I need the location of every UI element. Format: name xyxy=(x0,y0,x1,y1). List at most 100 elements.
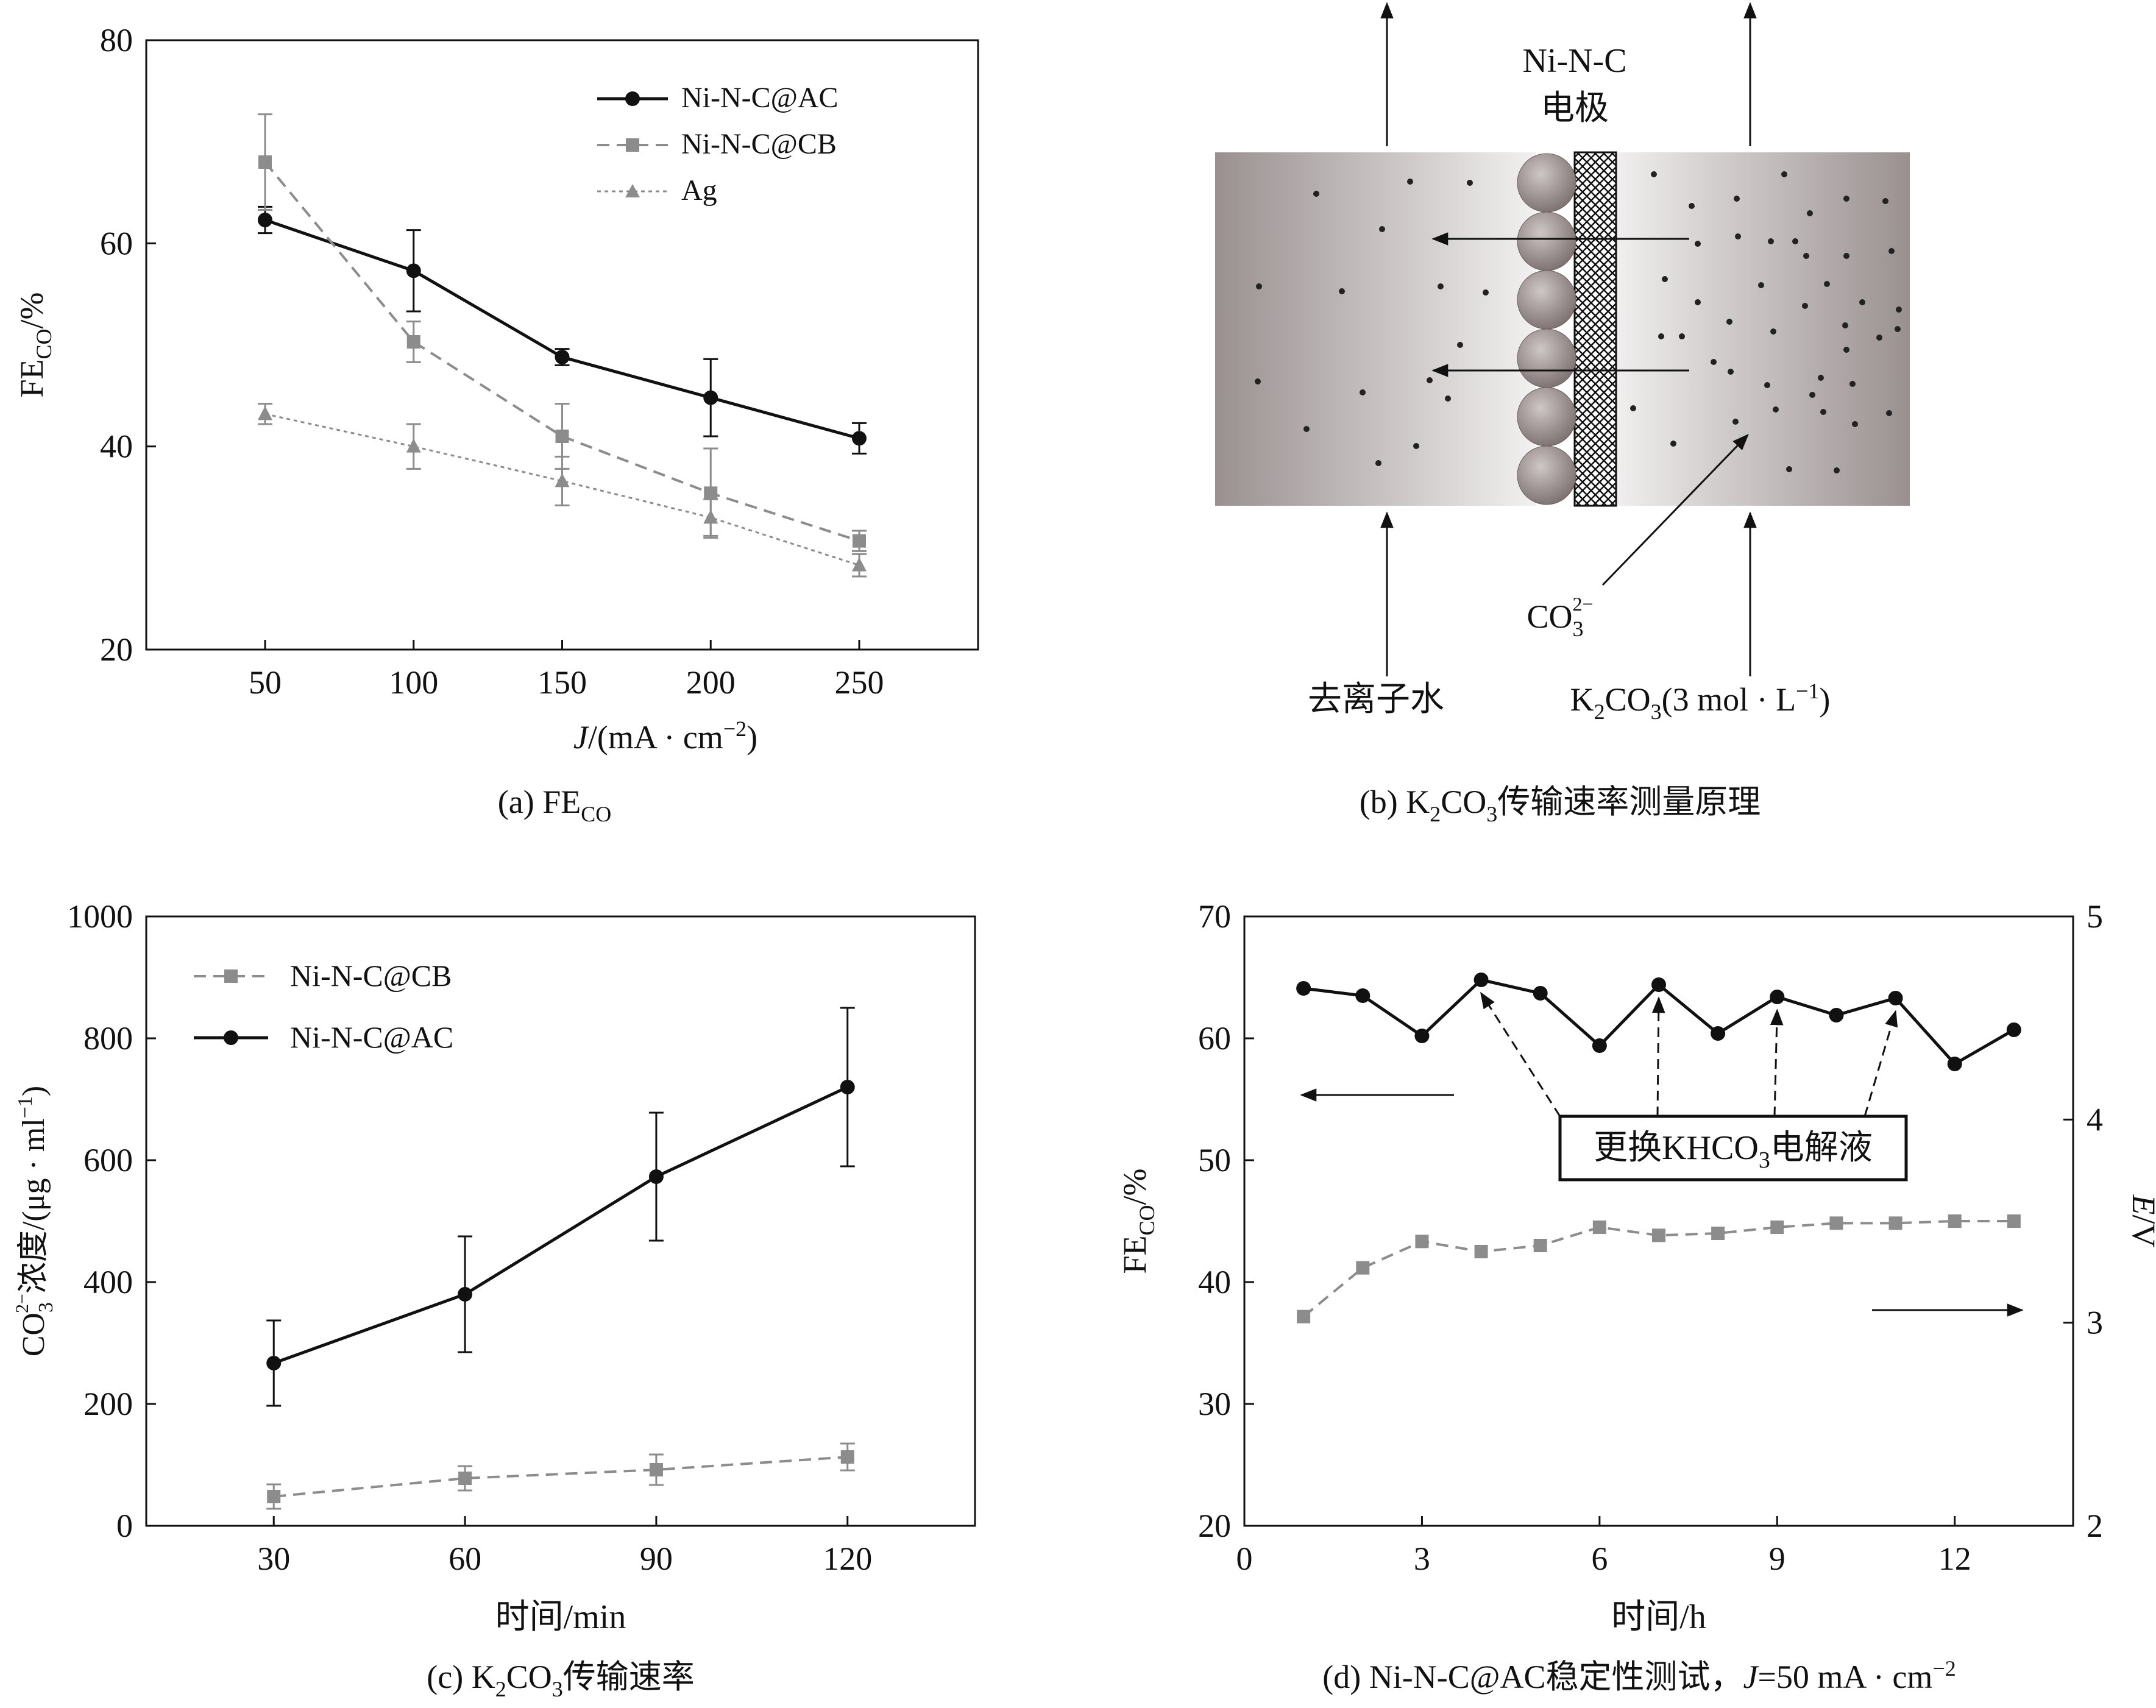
annotation-arrow xyxy=(1480,991,1561,1117)
panel-c-ylabel-sup2: −1 xyxy=(14,1096,37,1118)
ion-dot xyxy=(1658,333,1664,339)
ion-label: CO32− xyxy=(1527,593,1593,641)
annotation-arrow xyxy=(1651,996,1665,1117)
data-point-e xyxy=(1770,1221,1784,1234)
electrode-particle xyxy=(1517,328,1576,388)
ion-dot xyxy=(1256,283,1262,289)
annotation-arrows xyxy=(1480,991,1898,1117)
panel-a-frame xyxy=(145,39,979,651)
right-chamber xyxy=(1611,152,1910,506)
ion-dot xyxy=(1770,328,1776,335)
data-point-fe-co xyxy=(1592,1038,1607,1053)
data-point-e xyxy=(1415,1235,1429,1249)
ion-dot xyxy=(1773,406,1779,413)
y-tick-label: 60 xyxy=(100,225,133,261)
y2-tick-label: 5 xyxy=(2087,898,2103,935)
panel-d-caption: (d) Ni-N-C@AC稳定性测试，J=50 mA · cm−2 xyxy=(1322,1656,1956,1695)
data-point-e xyxy=(2007,1214,2021,1228)
legend-label-c-ni-n-c-ac: Ni-N-C@AC xyxy=(290,1020,453,1054)
panel-c-caption-sub2: 3 xyxy=(552,1677,563,1701)
data-point-ag xyxy=(555,473,570,487)
y-tick-label: 400 xyxy=(83,1264,133,1300)
data-point-fe-co xyxy=(1473,973,1489,987)
panel-d-series xyxy=(1296,973,2021,1324)
y-tick-label: 0 xyxy=(116,1508,133,1544)
panel-a-caption: (a) FECO xyxy=(498,784,611,826)
data-point-ni-n-c-cb xyxy=(555,430,569,443)
x-tick-label: 60 xyxy=(449,1540,481,1577)
y2-tick-label: 2 xyxy=(2087,1508,2103,1544)
panel-a-series xyxy=(258,113,867,578)
ion-pointer-arrow xyxy=(1601,434,1749,586)
ion-dot xyxy=(1824,281,1830,287)
data-point-ni-n-c-cb xyxy=(267,1490,281,1503)
panel-a-caption-main: (a) FE xyxy=(498,784,581,820)
panel-a-xlabel-end: ) xyxy=(746,719,757,756)
data-point-fe-co xyxy=(1829,1008,1844,1022)
ion-dot xyxy=(1849,381,1856,387)
legend-marker-ni-n-c-ac xyxy=(625,91,640,106)
panel-a-ticks: 50 100 150 200 250 20 40 60 80 xyxy=(100,22,884,701)
x-tick-label: 3 xyxy=(1414,1540,1430,1577)
data-point-fe-co xyxy=(2006,1022,2021,1037)
ion-label-sub: 3 xyxy=(1572,617,1583,641)
data-point-ni-n-c-ac xyxy=(852,431,867,446)
ion-dot xyxy=(1711,359,1717,365)
panel-b-caption-co: CO xyxy=(1441,784,1486,820)
panel-d-caption-main: (d) Ni-N-C@AC稳定性测试， xyxy=(1322,1659,1743,1695)
y-tick-label: 60 xyxy=(1198,1020,1231,1057)
panel-c-ylabel: CO32−浓度/(μg · ml−1) xyxy=(12,1086,57,1357)
panel-b-caption-end: 传输速率测量原理 xyxy=(1497,784,1761,820)
membrane xyxy=(1573,151,1617,507)
data-point-e xyxy=(1533,1239,1547,1252)
panel-d-y2label-e: E xyxy=(2126,1194,2156,1215)
panel-d-ylabel-end: /% xyxy=(1116,1168,1153,1205)
series-line-ni-n-c-cb xyxy=(274,1456,848,1498)
data-point-e xyxy=(1711,1227,1725,1240)
annotation-arrow xyxy=(1863,1010,1898,1117)
y-tick-label: 20 xyxy=(1198,1508,1231,1544)
y-tick-label: 600 xyxy=(83,1142,133,1178)
data-point-fe-co xyxy=(1770,990,1785,1004)
ion-dot xyxy=(1735,233,1741,239)
panel-a-ylabel-end: /% xyxy=(13,292,50,328)
electrode-particle xyxy=(1517,270,1576,330)
panel-d-xlabel: 时间/h xyxy=(1611,1598,1706,1636)
legend-marker-ni-n-c-cb xyxy=(626,138,639,152)
ion-dot xyxy=(1360,389,1366,395)
y-tick-label: 40 xyxy=(1198,1264,1231,1300)
ion-dot xyxy=(1859,299,1865,305)
ion-dot xyxy=(1820,409,1826,415)
left-feed-label: 去离子水 xyxy=(1308,681,1444,718)
ion-label-co: CO xyxy=(1527,598,1572,635)
x-tick-label: 6 xyxy=(1591,1540,1608,1577)
data-point-e xyxy=(1356,1261,1370,1275)
electrode-particle xyxy=(1517,445,1576,505)
data-point-ni-n-c-ac xyxy=(458,1287,473,1302)
data-point-ni-n-c-cb xyxy=(840,1450,854,1464)
ion-dot xyxy=(1876,335,1882,341)
data-point-ni-n-c-ac xyxy=(555,350,570,364)
ion-dot xyxy=(1695,299,1701,305)
right-feed-co: CO xyxy=(1605,681,1651,718)
data-point-fe-co xyxy=(1947,1057,1962,1071)
data-point-e xyxy=(1888,1216,1902,1230)
y-tick-label: 30 xyxy=(1198,1386,1231,1422)
panel-c-ylabel-co: CO xyxy=(16,1313,51,1356)
ion-dot xyxy=(1758,282,1764,288)
right-feed-sup: −1 xyxy=(1796,679,1819,703)
data-point-ag xyxy=(406,438,421,453)
legend-label-ni-n-c-cb: Ni-N-C@CB xyxy=(681,128,837,160)
panel-b-caption-k: (b) K xyxy=(1360,784,1430,820)
ion-dot xyxy=(1809,392,1815,398)
ion-dot xyxy=(1427,377,1433,383)
data-point-fe-co xyxy=(1711,1026,1726,1041)
legend-marker-c-ni-n-c-cb xyxy=(224,969,238,983)
panel-a-xlabel-sup: −2 xyxy=(723,717,746,741)
electrode-particle xyxy=(1517,153,1576,213)
ion-dot xyxy=(1781,171,1787,177)
x-tick-label: 100 xyxy=(389,664,438,701)
panel-d-y2label: E/V xyxy=(2126,1194,2156,1248)
ion-dot xyxy=(1843,253,1849,259)
